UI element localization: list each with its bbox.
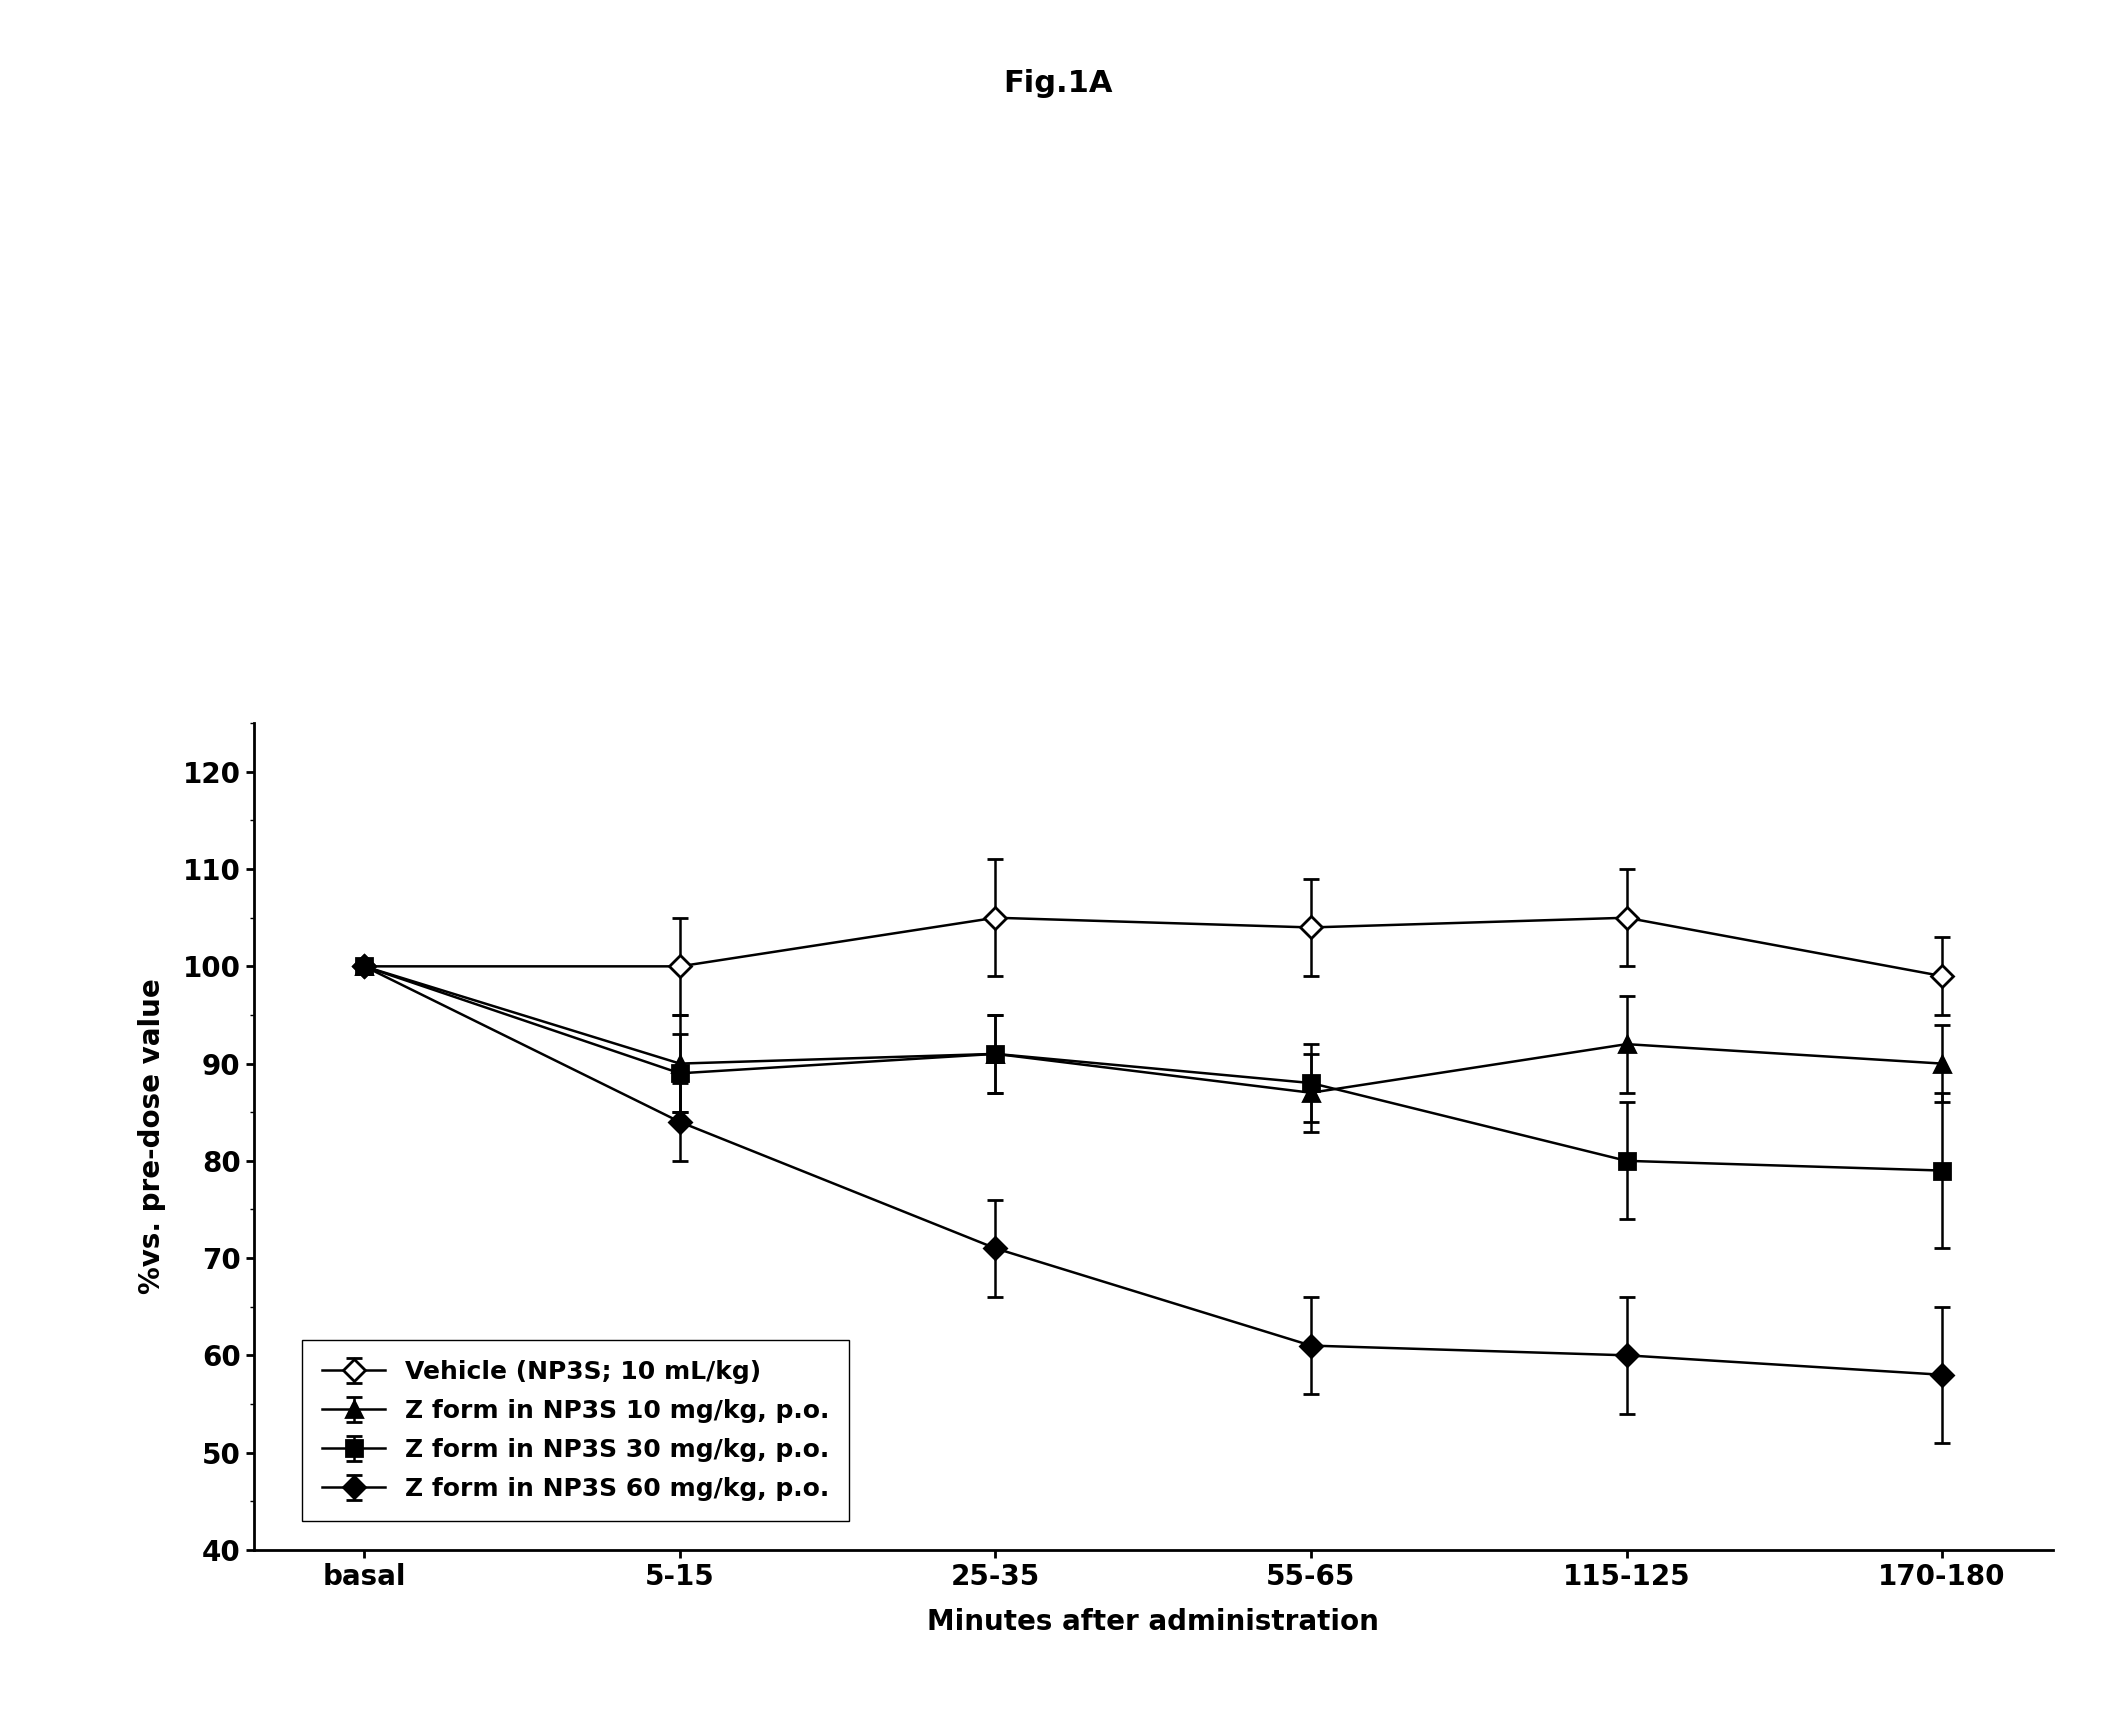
Y-axis label: %vs. pre-dose value: %vs. pre-dose value — [138, 978, 165, 1295]
Text: Fig.1A: Fig.1A — [1003, 69, 1113, 98]
Legend: Vehicle (NP3S; 10 mL/kg), Z form in NP3S 10 mg/kg, p.o., Z form in NP3S 30 mg/kg: Vehicle (NP3S; 10 mL/kg), Z form in NP3S… — [303, 1340, 849, 1521]
X-axis label: Minutes after administration: Minutes after administration — [927, 1608, 1380, 1636]
